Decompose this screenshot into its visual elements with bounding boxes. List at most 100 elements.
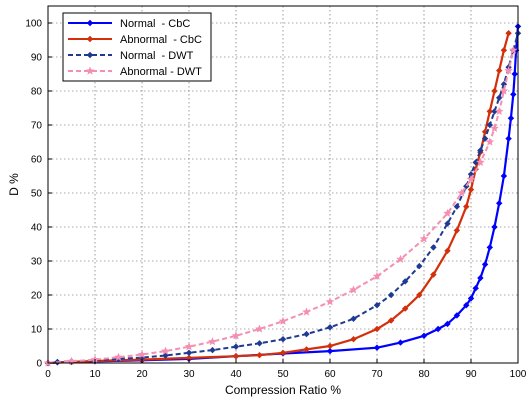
- data-point: [467, 295, 475, 302]
- y-tick-label: 70: [31, 121, 43, 132]
- data-point: [444, 247, 451, 254]
- data-point: [453, 227, 461, 234]
- data-point: [453, 203, 461, 210]
- legend-entry: Normal - DWT: [68, 50, 194, 62]
- data-point: [444, 220, 451, 227]
- series-4: [43, 45, 518, 367]
- data-point: [476, 157, 485, 166]
- data-point: [443, 208, 452, 217]
- data-point: [509, 45, 518, 54]
- data-point: [416, 291, 423, 299]
- x-tick-label: 70: [371, 369, 383, 380]
- data-point: [185, 354, 193, 362]
- x-tick-label: 100: [510, 369, 527, 380]
- y-tick-label: 80: [31, 87, 43, 98]
- legend-label: Abnormal - CbC: [120, 34, 202, 46]
- data-point: [505, 30, 512, 37]
- data-point: [463, 302, 470, 309]
- data-point: [491, 223, 498, 231]
- data-point: [114, 352, 123, 361]
- data-point: [303, 330, 310, 338]
- legend-label: Normal - DWT: [120, 50, 194, 62]
- data-point: [500, 172, 508, 180]
- data-point: [491, 87, 498, 95]
- y-tick-label: 10: [31, 325, 43, 336]
- data-point: [453, 312, 461, 319]
- y-tick-label: 40: [31, 223, 43, 234]
- axis-ticks: 0 10 20 30 40 50 60 70 80 90 100 0 10 20 30 40 50 60 70 80 9…: [25, 19, 526, 381]
- data-point: [349, 285, 358, 294]
- data-point: [496, 67, 503, 74]
- y-tick-label: 20: [31, 291, 43, 302]
- data-point: [350, 315, 357, 322]
- data-point: [485, 137, 495, 146]
- data-point: [279, 336, 287, 343]
- legend-marker: [86, 19, 94, 27]
- data-point: [416, 262, 423, 270]
- data-point: [387, 317, 395, 324]
- data-point: [402, 305, 409, 312]
- data-point: [486, 121, 493, 129]
- data-point: [430, 244, 437, 251]
- legend-marker: [86, 51, 94, 59]
- data-point: [505, 135, 512, 142]
- data-point: [231, 331, 241, 340]
- data-point: [472, 285, 479, 292]
- data-point: [481, 261, 489, 268]
- x-tick-label: 50: [277, 369, 289, 380]
- data-point: [494, 106, 504, 115]
- data-point: [490, 123, 499, 132]
- x-tick-label: 0: [45, 369, 51, 380]
- data-point: [481, 135, 489, 142]
- series-layer: [43, 23, 522, 367]
- data-point: [138, 354, 146, 361]
- data-point: [486, 108, 493, 115]
- data-point: [402, 278, 409, 285]
- x-tick-label: 40: [230, 369, 242, 380]
- legend-label: Normal - CbC: [120, 18, 190, 30]
- data-point: [137, 350, 147, 359]
- data-point: [396, 254, 405, 263]
- data-point: [477, 274, 484, 282]
- y-tick-label: 60: [31, 155, 43, 166]
- data-point: [463, 203, 470, 210]
- series-line: [47, 49, 515, 364]
- data-point: [255, 324, 264, 333]
- data-point: [491, 108, 498, 115]
- y-axis-label: D %: [7, 173, 21, 196]
- data-point: [373, 344, 381, 351]
- x-axis-label: Compression Ratio %: [225, 383, 341, 397]
- y-tick-label: 50: [31, 189, 43, 200]
- data-point: [67, 356, 76, 365]
- y-tick-label: 100: [25, 19, 42, 30]
- data-point: [477, 147, 484, 154]
- data-point: [232, 343, 240, 350]
- data-point: [373, 325, 381, 333]
- data-point: [256, 351, 263, 359]
- x-tick-label: 10: [89, 369, 101, 380]
- x-tick-label: 90: [465, 369, 477, 380]
- x-tick-label: 60: [324, 369, 336, 380]
- legend-entry: Abnormal - DWT: [68, 66, 202, 78]
- data-point: [510, 91, 517, 98]
- data-point: [486, 244, 493, 251]
- data-point: [419, 234, 429, 243]
- data-point: [326, 324, 334, 331]
- data-point: [504, 66, 513, 75]
- y-tick-label: 0: [36, 359, 42, 370]
- data-point: [278, 316, 288, 325]
- legend-marker: [86, 35, 94, 43]
- data-point: [184, 342, 194, 351]
- data-point: [457, 188, 466, 197]
- series-line: [47, 32, 510, 365]
- data-point: [209, 346, 216, 354]
- data-point: [397, 339, 404, 346]
- legend-entry: Normal - CbC: [68, 18, 190, 30]
- legend: Normal - CbC Abnormal - CbC Normal - DWT Ab…: [62, 12, 212, 82]
- data-point: [372, 271, 382, 280]
- data-point: [496, 200, 503, 207]
- data-point: [302, 307, 311, 316]
- x-tick-label: 20: [136, 369, 148, 380]
- x-tick-label: 30: [183, 369, 195, 380]
